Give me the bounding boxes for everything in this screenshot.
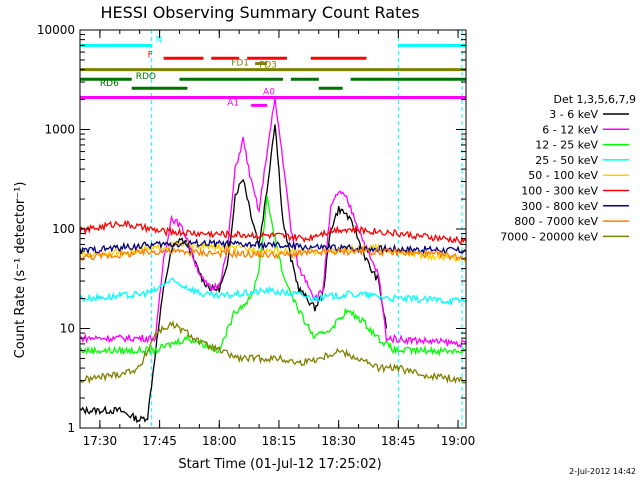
legend-label-6: 300 - 800 keV bbox=[521, 200, 598, 213]
flag-label-0: N bbox=[156, 35, 163, 45]
axes-layer: 17:30 17:45 18:00 18:15 18:30 18:45 19:00 1 10 10… bbox=[37, 23, 476, 448]
y-tick-label-1: 10 bbox=[60, 322, 75, 336]
chart-title: HESSI Observing Summary Count Rates bbox=[100, 3, 419, 22]
y-tick-label-4: 10000 bbox=[37, 23, 75, 37]
flag-label-5: RD6 bbox=[100, 79, 119, 89]
series-line-8 bbox=[79, 319, 467, 385]
legend-label-2: 12 - 25 keV bbox=[535, 139, 598, 152]
y-tick-label-0: 1 bbox=[67, 421, 75, 435]
x-tick-label-3: 18:15 bbox=[262, 434, 297, 448]
flag-label-3: FD3 bbox=[259, 61, 277, 71]
flag-label-6: A0 bbox=[263, 87, 275, 97]
y-axis-label: Count Rate (s⁻¹ detector⁻¹) bbox=[13, 182, 28, 359]
flags-layer: NF FD1 FD3 RDO RD6 A0 A1 bbox=[80, 35, 466, 108]
y-tick-label-3: 1000 bbox=[44, 123, 75, 137]
legend-title: Det 1,3,5,6,7,9 bbox=[553, 93, 636, 106]
series-layer bbox=[79, 97, 467, 424]
x-tick-label-5: 18:45 bbox=[381, 434, 416, 448]
x-tick-label-4: 18:30 bbox=[321, 434, 356, 448]
x-tick-label-2: 18:00 bbox=[202, 434, 237, 448]
legend-label-0: 3 - 6 keV bbox=[549, 108, 598, 121]
x-tick-label-1: 17:45 bbox=[142, 434, 177, 448]
flag-label-7: A1 bbox=[227, 98, 239, 108]
series-line-1 bbox=[79, 97, 467, 349]
series-line-2 bbox=[79, 195, 467, 357]
legend-label-8: 7000 - 20000 keV bbox=[500, 230, 598, 243]
y-tick-label-2: 100 bbox=[52, 222, 75, 236]
flag-label-2: FD1 bbox=[231, 59, 249, 69]
x-tick-label-0: 17:30 bbox=[83, 434, 118, 448]
x-axis-label: Start Time (01-Jul-12 17:25:02) bbox=[178, 457, 381, 472]
x-tick-label-6: 19:00 bbox=[441, 434, 476, 448]
legend-label-1: 6 - 12 keV bbox=[542, 123, 598, 136]
series-line-6 bbox=[79, 238, 467, 255]
flag-label-4: RDO bbox=[136, 72, 156, 82]
legend-label-4: 50 - 100 keV bbox=[528, 169, 598, 182]
series-line-3 bbox=[79, 277, 467, 307]
legend-label-3: 25 - 50 keV bbox=[535, 154, 598, 167]
timestamp: 2-Jul-2012 14:42 bbox=[569, 467, 636, 476]
series-line-5 bbox=[79, 219, 467, 246]
legend-label-7: 800 - 7000 keV bbox=[514, 215, 598, 228]
flag-label-1: F bbox=[148, 50, 153, 60]
series-line-0 bbox=[79, 124, 388, 424]
legend: 3 - 6 keV 6 - 12 keV 12 - 25 keV 25 - 50 ke… bbox=[500, 108, 629, 243]
series-line-7 bbox=[79, 245, 467, 262]
plot-area bbox=[151, 30, 463, 428]
legend-label-5: 100 - 300 keV bbox=[521, 185, 598, 198]
